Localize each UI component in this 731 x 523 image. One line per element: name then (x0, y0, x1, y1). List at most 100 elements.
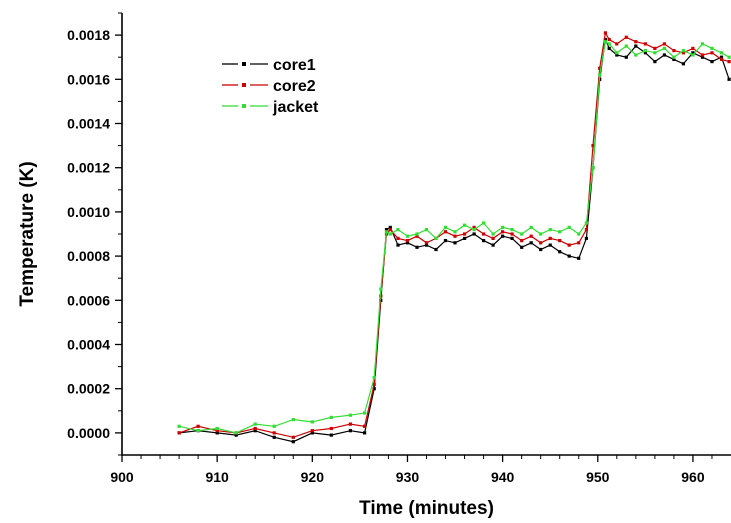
data-point (291, 440, 295, 444)
data-point (472, 228, 476, 232)
data-point (548, 228, 552, 232)
data-point (584, 228, 588, 232)
data-point (700, 55, 705, 59)
data-point (384, 228, 389, 232)
legend-label: core2 (273, 78, 316, 95)
data-point (234, 433, 238, 437)
data-point (396, 243, 400, 247)
x-tick-label: 900 (110, 469, 134, 485)
data-point (548, 243, 552, 247)
data-point (727, 60, 731, 64)
data-point (727, 77, 731, 81)
data-point (372, 387, 376, 391)
data-point (591, 166, 595, 170)
data-point (453, 241, 457, 245)
data-point (310, 429, 314, 433)
data-point (196, 429, 200, 433)
data-point (363, 431, 367, 435)
data-point (577, 256, 581, 260)
data-point (624, 35, 628, 39)
data-point (415, 232, 419, 236)
data-point (510, 232, 514, 236)
x-axis: 900 910 920 930 940 950 960 (110, 455, 713, 485)
data-point (691, 51, 695, 55)
data-point (405, 234, 410, 238)
y-axis-title: Temperature (K) (17, 161, 38, 306)
data-point (710, 60, 714, 64)
data-point (662, 42, 666, 46)
data-point (215, 429, 219, 433)
data-point (482, 232, 486, 236)
y-tick-label: 0.0000 (67, 425, 110, 441)
data-point (372, 376, 376, 380)
data-point (415, 234, 419, 238)
data-point (177, 431, 181, 435)
data-point (567, 243, 571, 247)
data-point (598, 66, 602, 70)
data-point (453, 230, 457, 234)
data-point (434, 247, 438, 252)
data-point (472, 232, 476, 236)
data-point (700, 53, 705, 57)
y-tick-label: 0.0008 (67, 248, 110, 264)
data-point (415, 245, 419, 249)
x-tick-label: 920 (301, 469, 325, 485)
data-point (520, 245, 524, 249)
legend-marker (242, 104, 246, 108)
data-point (463, 223, 467, 227)
data-point (634, 40, 638, 44)
data-point (510, 228, 514, 232)
data-point (539, 241, 543, 245)
data-point (272, 431, 276, 435)
series-layer (177, 31, 731, 444)
data-point (681, 49, 685, 53)
data-point (434, 236, 438, 240)
data-point (253, 426, 257, 431)
legend-label: core1 (273, 57, 316, 74)
data-point (603, 37, 607, 42)
data-point (598, 73, 602, 77)
data-point (624, 55, 628, 59)
data-point (615, 51, 619, 55)
data-point (567, 254, 571, 258)
data-point (567, 225, 571, 229)
data-point (624, 44, 628, 48)
data-point (634, 53, 638, 57)
data-point (681, 51, 685, 55)
data-point (520, 232, 524, 236)
data-point (424, 228, 429, 232)
data-point (234, 431, 238, 435)
data-point (510, 236, 514, 240)
data-point (710, 46, 714, 50)
data-point (329, 433, 333, 437)
data-point (607, 42, 611, 46)
data-point (501, 234, 505, 238)
data-point (396, 228, 400, 232)
x-tick-label: 910 (205, 469, 229, 485)
legend-item-core2: core2 (222, 78, 316, 95)
data-point (558, 250, 562, 254)
data-point (653, 46, 657, 50)
data-point (329, 415, 333, 419)
data-point (272, 424, 276, 428)
data-point (653, 51, 657, 55)
data-point (529, 225, 533, 229)
data-point (384, 230, 389, 234)
data-point (662, 53, 666, 57)
data-point (463, 232, 467, 236)
data-point (719, 55, 724, 59)
data-point (603, 40, 607, 44)
data-point (700, 42, 705, 46)
data-point (520, 239, 524, 243)
data-point (558, 239, 562, 243)
data-point (443, 230, 448, 234)
data-point (681, 62, 685, 66)
legend-label: jacket (272, 99, 319, 116)
data-point (348, 413, 352, 417)
data-point (672, 49, 676, 53)
data-point (348, 429, 352, 433)
legend-marker (242, 83, 246, 87)
data-point (396, 236, 400, 240)
data-point (607, 37, 611, 42)
